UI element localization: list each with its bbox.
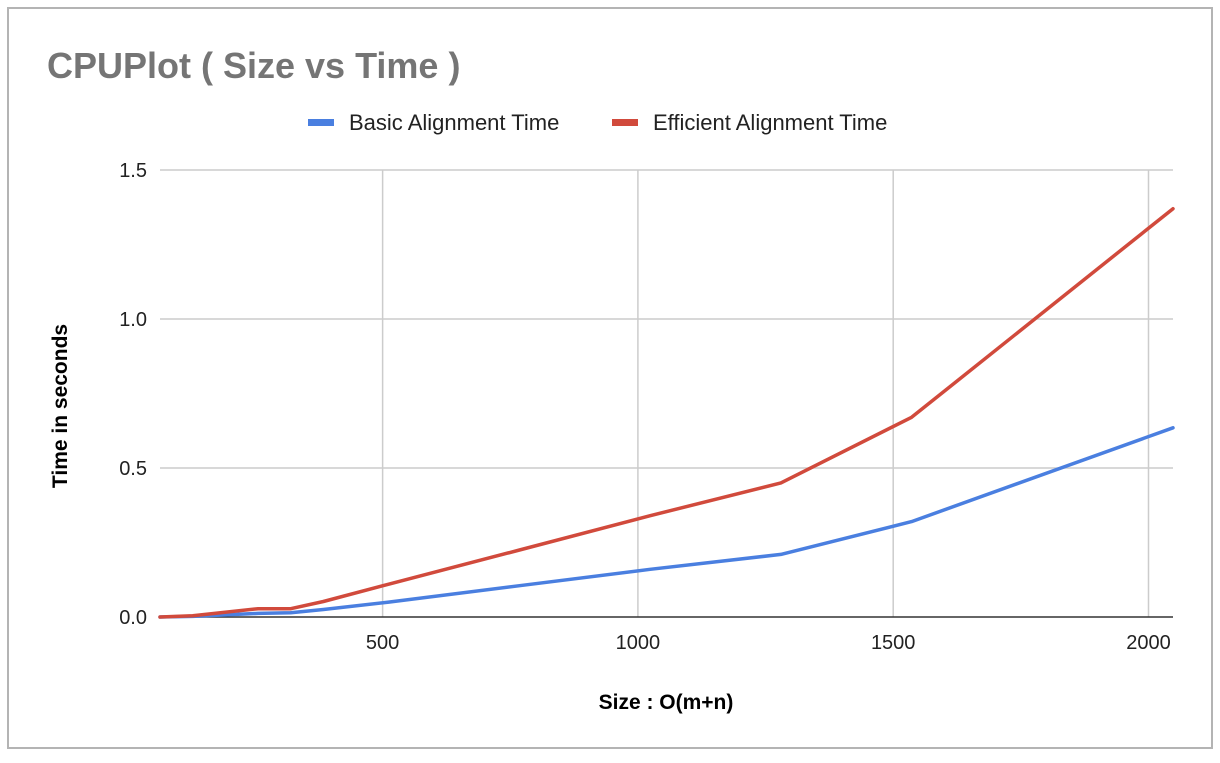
y-tick-label: 0.0 (119, 607, 147, 629)
chart-border (7, 7, 1213, 749)
legend: Basic Alignment Time Efficient Alignment … (308, 110, 887, 135)
series-layer (158, 206, 1175, 619)
legend-item: Basic Alignment Time (308, 110, 559, 135)
y-tick-label: 1.5 (119, 160, 147, 182)
legend-item: Efficient Alignment Time (612, 110, 887, 135)
grid (160, 169, 1173, 617)
x-tick-label: 2000 (1126, 632, 1171, 654)
legend-swatch (308, 119, 334, 126)
x-tick-label: 1500 (871, 632, 916, 654)
x-axis-label: Size : O(m+n) (599, 691, 734, 714)
axes: 0.0 0.5 1.0 1.5 500 1000 1500 2000 (119, 160, 1173, 654)
x-tick-label: 500 (366, 632, 399, 654)
legend-swatch (612, 119, 638, 126)
y-axis-label: Time in seconds (49, 324, 72, 488)
y-tick-label: 0.5 (119, 458, 147, 480)
series-line-efficient-alignment-time (158, 206, 1175, 619)
series-line-basic-alignment-time (158, 426, 1175, 619)
y-tick-label: 1.0 (119, 309, 147, 331)
legend-label: Efficient Alignment Time (653, 110, 887, 135)
chart-title: CPUPlot ( Size vs Time ) (47, 45, 460, 86)
legend-label: Basic Alignment Time (349, 110, 559, 135)
x-tick-label: 1000 (616, 632, 661, 654)
